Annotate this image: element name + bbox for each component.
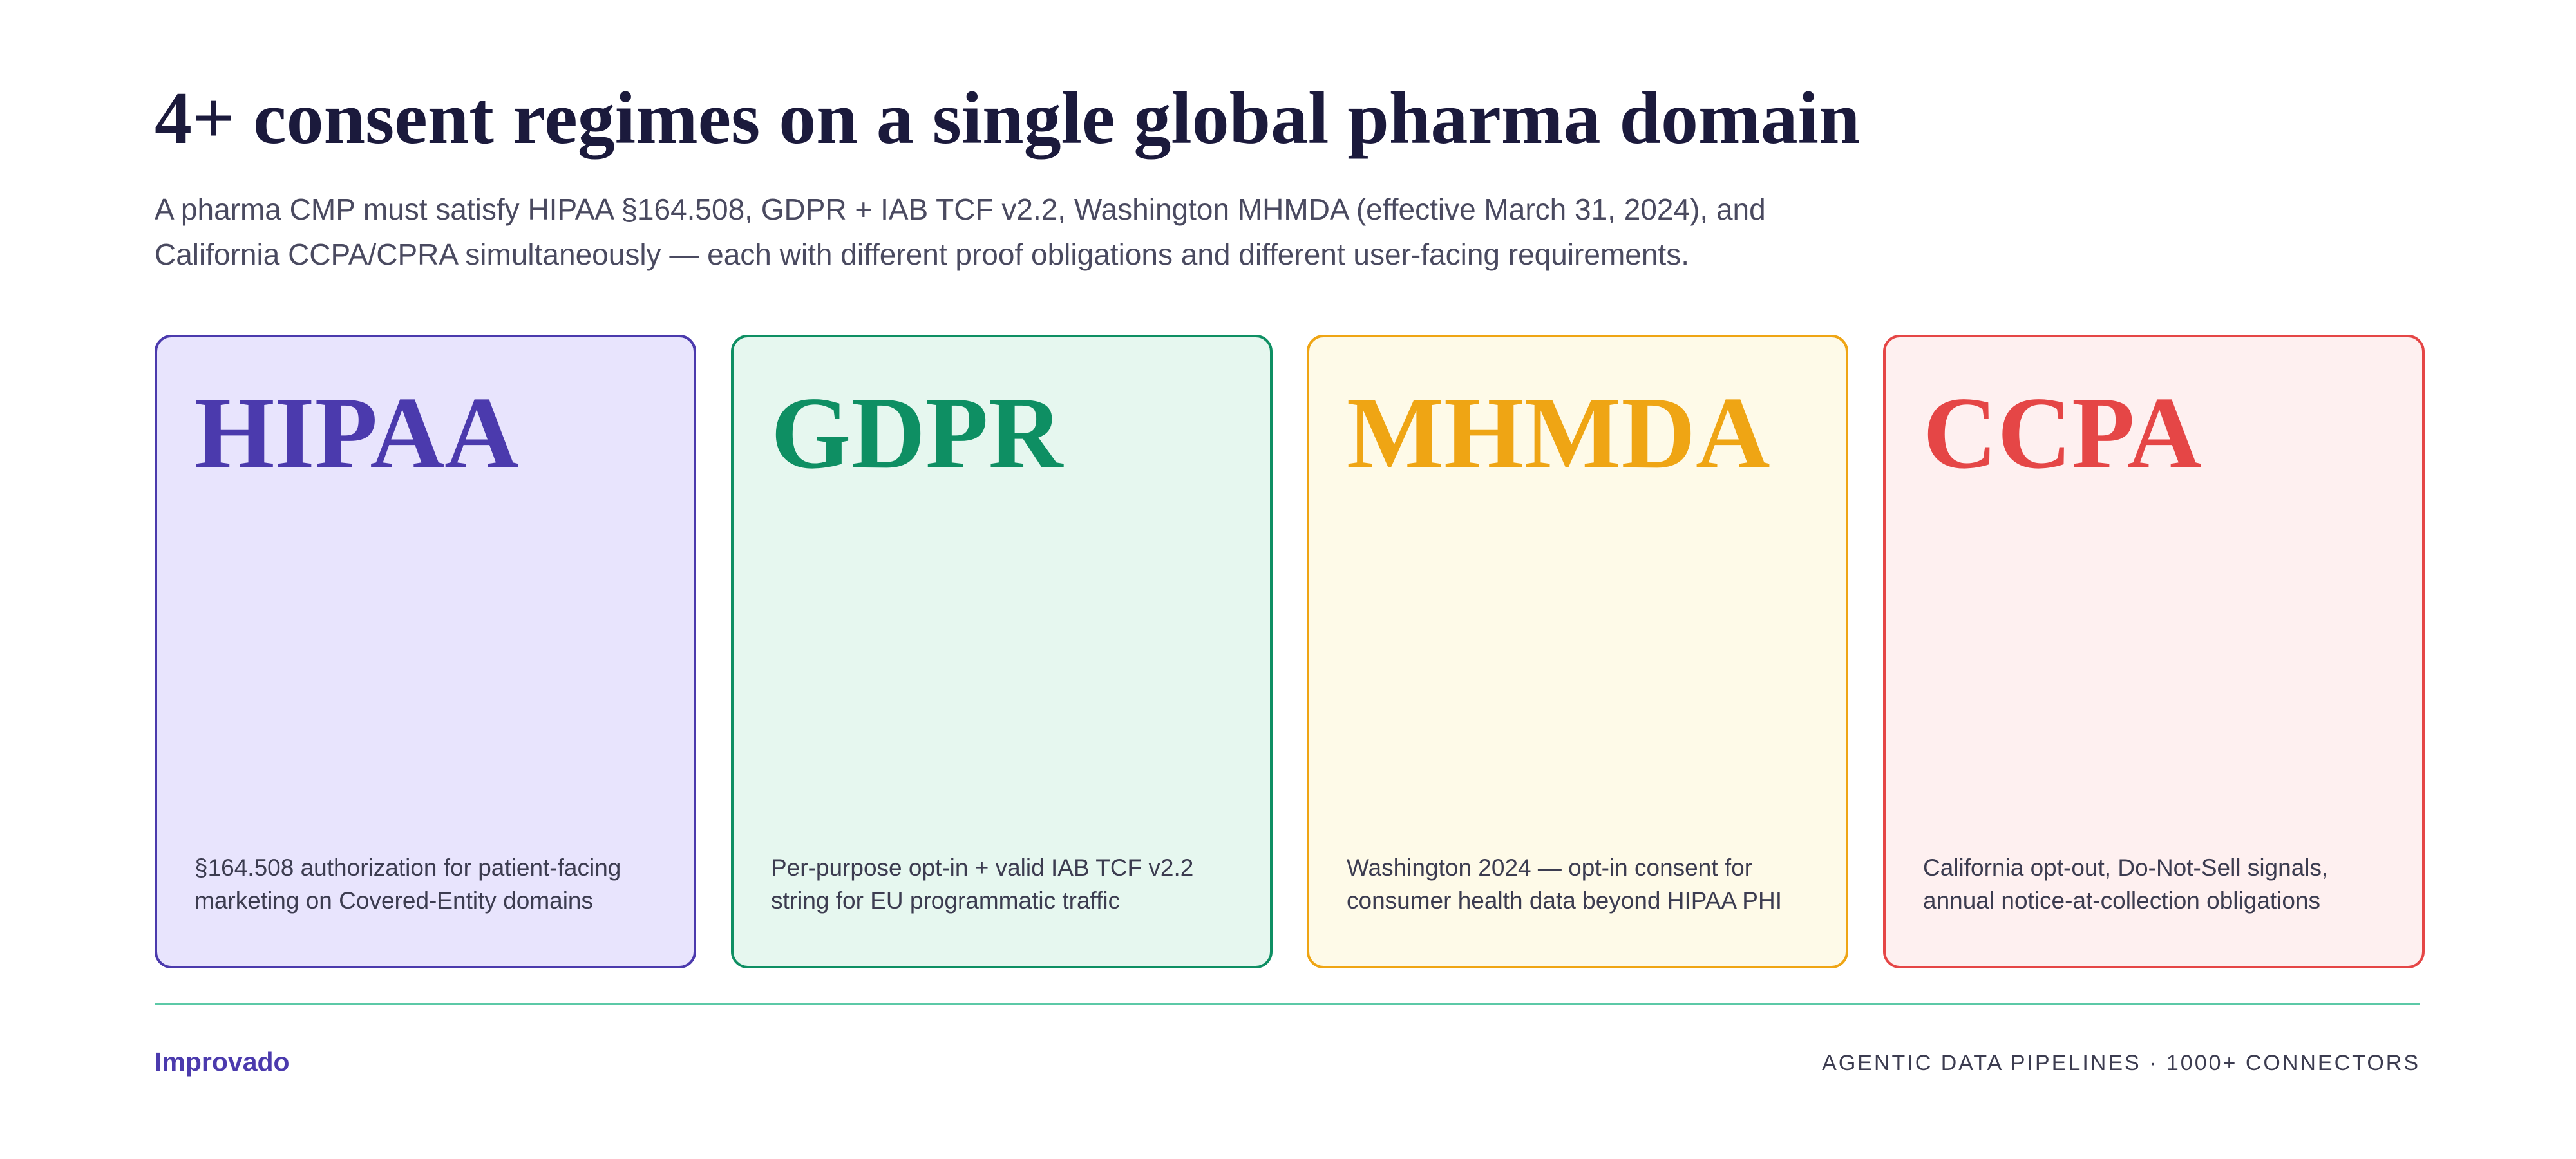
card-title: HIPAA bbox=[194, 375, 519, 490]
card-description: California opt-out, Do-Not-Sell signals,… bbox=[1923, 854, 2329, 914]
tagline: AGENTIC DATA PIPELINES · 1000+ CONNECTOR… bbox=[1822, 1051, 2420, 1075]
card-title: MHMDA bbox=[1347, 375, 1770, 490]
card: MHMDA Washington 2024 — opt-in consent fo… bbox=[1307, 335, 1848, 968]
card-title: GDPR bbox=[771, 375, 1063, 490]
title: 4+ consent regimes on a single global ph… bbox=[155, 77, 1861, 160]
subtitle: A pharma CMP must satisfy HIPAA §164.508… bbox=[155, 193, 1766, 271]
card-description: Washington 2024 — opt-in consent for con… bbox=[1347, 854, 1782, 914]
card: GDPR Per-purpose opt-in + valid IAB TCF v… bbox=[731, 335, 1273, 968]
card-title: CCPA bbox=[1923, 375, 2202, 490]
divider bbox=[155, 1003, 2420, 1005]
brand: Improvado bbox=[155, 1047, 290, 1077]
card: HIPAA §164.508 authorization for patient-… bbox=[155, 335, 696, 968]
card-description: §164.508 authorization for patient-facin… bbox=[194, 854, 621, 914]
card-description: Per-purpose opt-in + valid IAB TCF v2.2 … bbox=[771, 854, 1194, 914]
card: CCPA California opt-out, Do-Not-Sell sign… bbox=[1883, 335, 2425, 968]
